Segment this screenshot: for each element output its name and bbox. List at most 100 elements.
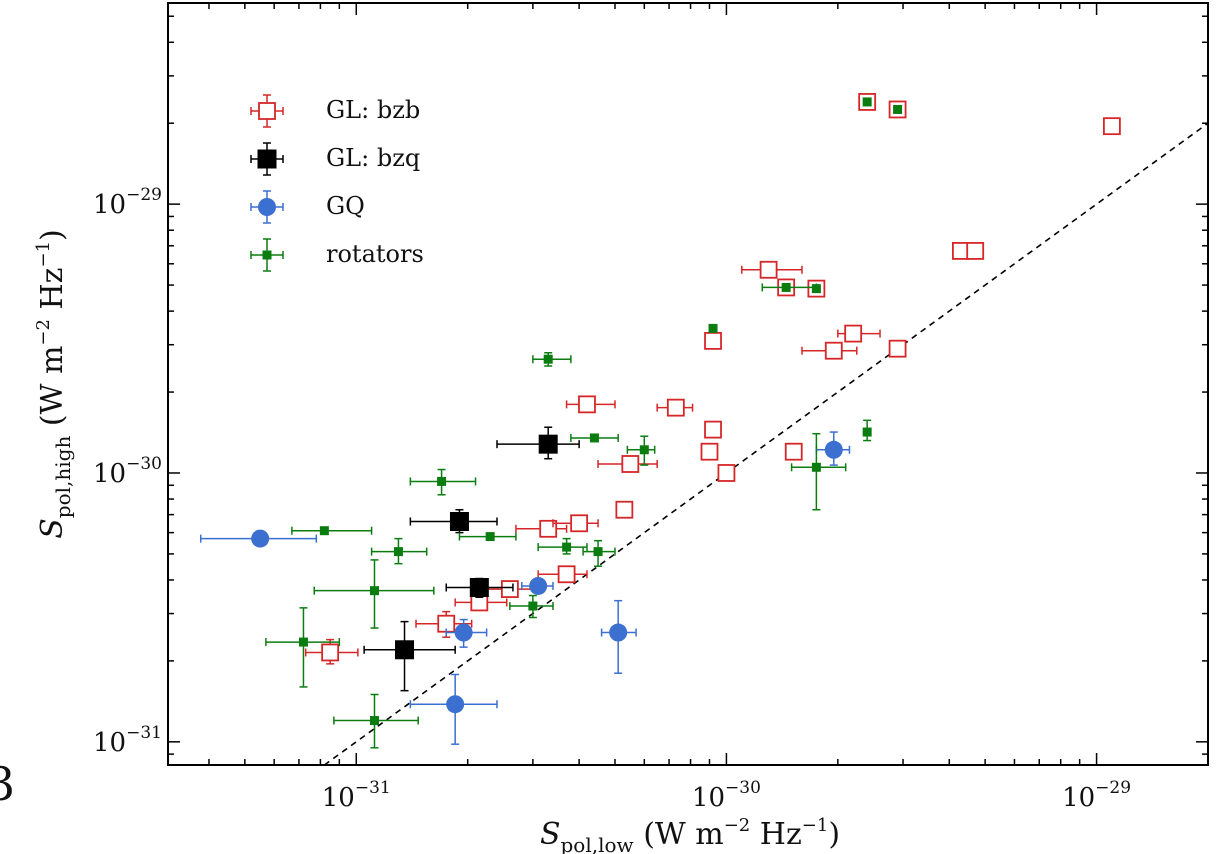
point-marker (893, 104, 903, 114)
data-point (537, 537, 588, 555)
point-marker (704, 331, 722, 350)
data-point (801, 341, 858, 360)
data-point (496, 426, 580, 460)
point-marker (369, 716, 379, 726)
point-marker (251, 529, 270, 548)
data-point (445, 618, 488, 648)
x-tick-label-3: 10−29 (1062, 778, 1131, 813)
point-marker (811, 462, 821, 472)
data-point (291, 526, 373, 536)
series-rotators (265, 97, 903, 749)
x-axis-label: Spol,low (W m−2 Hz−1) (540, 815, 840, 854)
y-axis-label: Spol,high (W m−2 Hz−1) (33, 229, 75, 539)
point-marker (621, 455, 640, 473)
point-marker (609, 623, 628, 642)
series-gl-bzb (304, 93, 1121, 665)
data-point (888, 339, 907, 358)
legend-marker-bzb (250, 94, 284, 128)
point-marker (393, 547, 403, 557)
point-marker (528, 601, 538, 611)
point-marker (781, 282, 791, 292)
y-tick-label-1: 10−31 (93, 723, 162, 758)
axis-ticks (168, 3, 1209, 765)
legend-marker-gq (250, 190, 284, 224)
data-point (615, 500, 634, 519)
data-point (409, 673, 498, 745)
data-point (966, 242, 985, 260)
data-point (304, 638, 359, 665)
data-point (582, 539, 616, 567)
point-marker (717, 464, 736, 482)
data-point (454, 593, 508, 612)
point-marker (485, 532, 495, 542)
legend: GL: bzb GL: bzq GQ rotators (250, 94, 424, 272)
data-marks (199, 93, 1121, 749)
legend-symbol (257, 149, 277, 169)
data-point (790, 432, 847, 511)
point-marker (888, 339, 907, 358)
legend-label-bzq: GL: bzq (326, 144, 420, 172)
data-point (565, 395, 616, 414)
series-gq (199, 431, 851, 745)
point-marker (704, 420, 722, 439)
point-marker (557, 565, 576, 584)
point-marker (824, 341, 843, 360)
data-point (784, 442, 803, 461)
data-point (815, 431, 851, 466)
point-marker (319, 526, 329, 536)
data-point (600, 599, 637, 674)
data-point (656, 398, 694, 417)
data-point (626, 435, 656, 466)
legend-label-rotators: rotators (326, 240, 424, 268)
data-point (409, 508, 498, 534)
point-marker (759, 260, 778, 279)
axes (167, 2, 1209, 766)
data-point (570, 433, 619, 443)
point-marker (811, 284, 821, 294)
data-point (704, 331, 722, 350)
data-point (333, 693, 419, 749)
point-marker (500, 580, 519, 598)
data-point (409, 468, 477, 496)
data-point (458, 532, 517, 542)
point-marker (538, 434, 558, 454)
data-point (482, 580, 539, 598)
data-point (708, 323, 718, 333)
data-point (199, 529, 318, 548)
data-point (700, 442, 719, 461)
point-marker (708, 323, 718, 333)
point-marker (298, 637, 308, 647)
y-tick-label-2: 10−30 (93, 454, 162, 489)
data-point (265, 607, 341, 688)
plot-frame (167, 2, 1209, 766)
data-point (515, 519, 568, 538)
point-marker (369, 586, 379, 596)
point-marker (700, 442, 719, 461)
x-tick-label-1: 10−31 (322, 778, 391, 813)
point-marker (862, 97, 872, 107)
legend-marker-rotators (250, 238, 284, 272)
point-marker (593, 547, 603, 557)
point-marker (543, 354, 553, 364)
point-marker (589, 433, 599, 443)
point-marker (529, 576, 548, 595)
point-marker (966, 242, 985, 260)
legend-label-gq: GQ (326, 192, 365, 220)
point-marker (446, 695, 465, 714)
data-point (370, 537, 428, 565)
data-point (552, 514, 599, 533)
point-marker (454, 623, 473, 642)
data-point (1102, 117, 1121, 136)
point-marker (469, 578, 489, 598)
point-marker (321, 643, 340, 662)
point-marker (824, 440, 843, 459)
edge-glyph: 3 (0, 757, 15, 811)
data-point (717, 464, 736, 482)
point-marker (539, 519, 558, 538)
x-tick-label-2: 10−30 (692, 778, 761, 813)
point-marker (615, 500, 634, 519)
data-point (532, 352, 572, 367)
reference-line-y-equals-x (323, 122, 1209, 766)
data-point (445, 577, 514, 598)
